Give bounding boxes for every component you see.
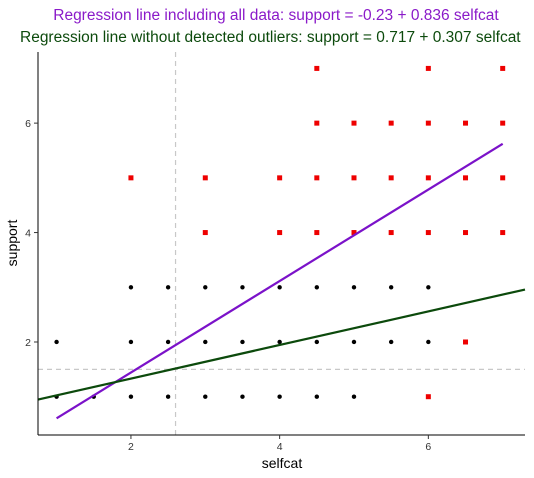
- data-point-regular: [314, 339, 320, 345]
- data-point-regular: [165, 394, 171, 399]
- x-tick-label: 2: [128, 441, 134, 453]
- data-point-regular: [277, 285, 282, 290]
- data-point-regular: [388, 285, 394, 290]
- y-tick-label: 6: [25, 118, 31, 130]
- data-point-regular: [203, 285, 208, 290]
- data-point-outlier: [128, 175, 134, 181]
- data-point-outlier: [425, 65, 431, 71]
- data-point-regular: [165, 285, 171, 290]
- data-point-regular: [240, 285, 245, 290]
- data-point-regular: [426, 339, 431, 345]
- data-point-regular: [203, 339, 208, 345]
- data-point-regular: [128, 285, 134, 290]
- x-axis-label: selfcat: [262, 455, 303, 471]
- data-point-regular: [128, 394, 134, 399]
- data-point-regular: [314, 394, 320, 399]
- y-tick-label: 4: [25, 228, 31, 240]
- data-point-outlier: [202, 230, 208, 236]
- data-point-outlier: [351, 120, 357, 126]
- data-point-regular: [240, 339, 245, 345]
- data-point-outlier: [425, 175, 431, 181]
- x-axis-ticks: 2 4 6: [128, 435, 431, 453]
- data-point-outlier: [463, 230, 469, 236]
- y-axis-label: support: [4, 220, 20, 267]
- data-point-regular: [351, 394, 357, 399]
- data-point-outlier: [425, 120, 431, 126]
- data-point-outlier: [425, 230, 431, 236]
- data-point-regular: [426, 285, 431, 290]
- data-point-outlier: [314, 230, 320, 236]
- data-point-outlier: [277, 175, 283, 181]
- data-point-regular: [203, 394, 208, 399]
- data-point-outlier: [388, 120, 394, 126]
- x-tick-label: 6: [425, 441, 431, 453]
- data-point-regular: [277, 394, 282, 399]
- data-point-regular: [277, 339, 282, 345]
- data-point-outlier: [500, 120, 506, 126]
- data-point-regular: [165, 339, 171, 345]
- chart-title: Regression line including all data: supp…: [53, 7, 499, 24]
- regression-line-without-outliers: [37, 288, 526, 401]
- data-point-outlier: [463, 120, 469, 126]
- chart-subtitle: Regression line without detected outlier…: [20, 29, 521, 46]
- data-point-regular: [351, 285, 357, 290]
- data-point-outlier: [351, 175, 357, 181]
- plot-area: [37, 52, 526, 435]
- regression-line-all-data: [56, 142, 504, 420]
- data-point-outlier: [277, 230, 283, 236]
- data-point-regular: [314, 285, 320, 290]
- data-point-outlier: [425, 394, 431, 400]
- data-point-regular: [388, 339, 394, 345]
- data-point-regular: [54, 339, 59, 345]
- data-point-outlier: [388, 230, 394, 236]
- x-tick-label: 4: [277, 441, 283, 453]
- data-point-outlier: [463, 339, 469, 345]
- data-point-regular: [128, 339, 134, 345]
- data-point-regular: [240, 394, 245, 399]
- data-point-outlier: [388, 175, 394, 181]
- y-axis-ticks: 2 4 6: [25, 118, 38, 349]
- data-point-outlier: [463, 175, 469, 181]
- data-point-outlier: [314, 120, 320, 126]
- y-tick-label: 2: [25, 337, 31, 349]
- data-point-outlier: [314, 65, 320, 71]
- data-point-outlier: [351, 230, 357, 236]
- data-point-regular: [351, 339, 357, 345]
- data-point-outlier: [500, 230, 506, 236]
- data-point-outlier: [500, 65, 506, 71]
- data-point-outlier: [202, 175, 208, 181]
- data-point-outlier: [500, 175, 506, 181]
- data-point-outlier: [314, 175, 320, 181]
